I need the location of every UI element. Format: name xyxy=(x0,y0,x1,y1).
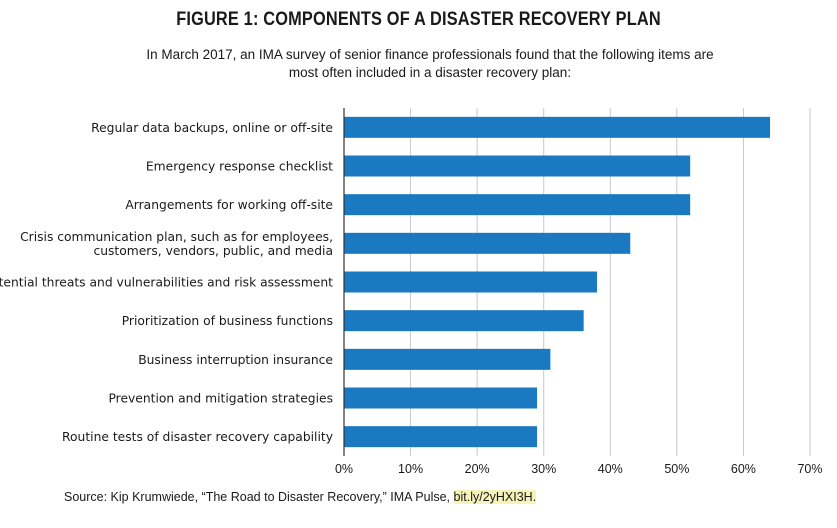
source-link[interactable]: bit.ly/2yHXI3H. xyxy=(453,490,537,504)
x-tick-label: 10% xyxy=(398,462,423,476)
bar xyxy=(344,155,691,177)
bar xyxy=(344,348,551,370)
bar xyxy=(344,232,631,254)
category-label: Regular data backups, online or off-site xyxy=(91,121,333,135)
category-label: Business interruption insurance xyxy=(138,353,333,367)
category-label: Prevention and mitigation strategies xyxy=(108,392,333,406)
bar xyxy=(344,194,691,216)
category-label: Emergency response checklist xyxy=(146,160,333,174)
category-label: Routine tests of disaster recovery capab… xyxy=(62,430,333,444)
source-note: Source: Kip Krumwiede, “The Road to Disa… xyxy=(64,490,537,504)
chart-subtitle: In March 2017, an IMA survey of senior f… xyxy=(146,47,714,80)
x-tick-label: 40% xyxy=(598,462,623,476)
chart-title: FIGURE 1: COMPONENTS OF A DISASTER RECOV… xyxy=(176,9,661,30)
x-tick-label: 70% xyxy=(797,462,822,476)
category-label: Crisis communication plan, such as for e… xyxy=(20,230,333,244)
x-tick-label: 20% xyxy=(465,462,490,476)
bar xyxy=(344,387,538,409)
x-tick-label: 30% xyxy=(531,462,556,476)
bar xyxy=(344,426,538,448)
x-tick-label: 0% xyxy=(335,462,353,476)
bar xyxy=(344,271,597,293)
x-tick-label: 50% xyxy=(664,462,689,476)
category-label: Arrangements for working off-site xyxy=(125,198,333,212)
x-tick-label: 60% xyxy=(731,462,756,476)
bar xyxy=(344,310,584,332)
bar xyxy=(344,116,771,138)
category-label: Potential threats and vulnerabilities an… xyxy=(0,276,333,290)
category-label: Prioritization of business functions xyxy=(122,314,333,328)
source-text: Source: Kip Krumwiede, “The Road to Disa… xyxy=(64,490,454,504)
category-label: customers, vendors, public, and media xyxy=(93,244,333,258)
